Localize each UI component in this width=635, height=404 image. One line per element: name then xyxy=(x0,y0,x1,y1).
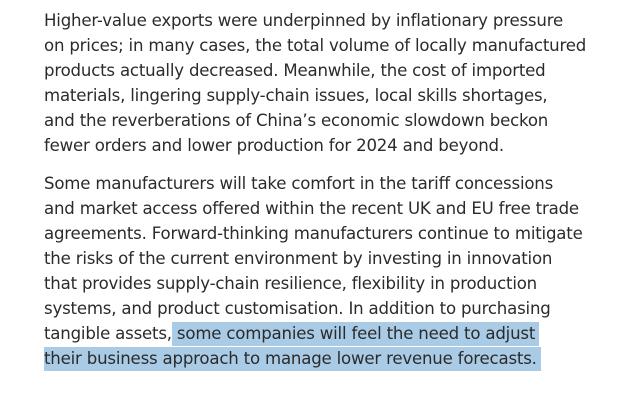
paragraph-1: Higher-value exports were underpinned by… xyxy=(44,8,629,158)
paragraph-2: Some manufacturers will take comfort in … xyxy=(44,171,629,371)
text-line: materials, lingering supply-chain issues… xyxy=(44,86,548,105)
text-line: agreements. Forward-thinking manufacture… xyxy=(44,224,583,243)
text-line: on prices; in many cases, the total volu… xyxy=(44,36,587,55)
text-line: Some manufacturers will take comfort in … xyxy=(44,174,554,193)
text-line-partially-highlighted: tangible assets, some companies will fee… xyxy=(44,321,629,346)
text-line: that provides supply-chain resilience, f… xyxy=(44,274,537,293)
text-line: Higher-value exports were underpinned by… xyxy=(44,11,563,30)
document-body: Higher-value exports were underpinned by… xyxy=(44,8,629,371)
plain-text: tangible assets, xyxy=(44,324,172,343)
text-line: the risks of the current environment by … xyxy=(44,249,553,268)
text-line: fewer orders and lower production for 20… xyxy=(44,136,504,155)
text-line: products actually decreased. Meanwhile, … xyxy=(44,61,546,80)
text-line: systems, and product customisation. In a… xyxy=(44,299,551,318)
highlighted-text-selection: their business approach to manage lower … xyxy=(44,347,541,371)
highlighted-text-selection: some companies will feel the need to adj… xyxy=(171,322,540,346)
text-line-highlighted: their business approach to manage lower … xyxy=(44,346,629,371)
text-line: and the reverberations of China’s econom… xyxy=(44,111,549,130)
text-line: and market access offered within the rec… xyxy=(44,199,579,218)
